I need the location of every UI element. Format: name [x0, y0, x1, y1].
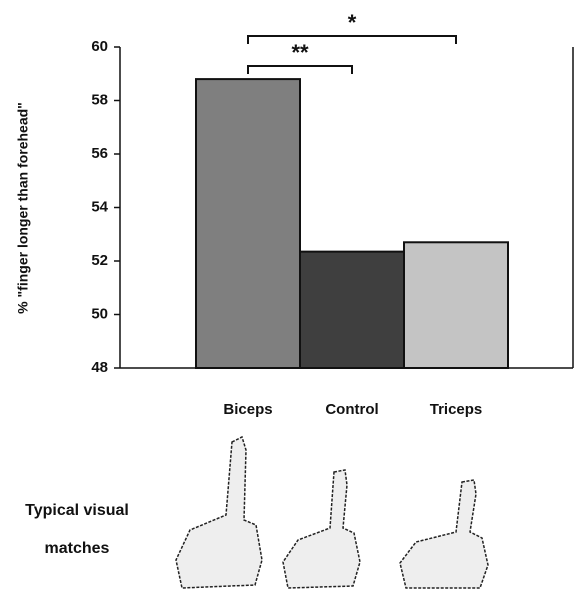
significance-label: ** — [291, 40, 309, 65]
hand — [400, 480, 488, 588]
row-label: Typical visual matches — [2, 492, 152, 568]
y-axis-label: % "finger longer than forehead" — [15, 102, 31, 314]
y-tick-label: 50 — [91, 305, 108, 322]
x-tick-label: Biceps — [223, 401, 272, 418]
y-tick-label: 48 — [91, 359, 108, 376]
hand — [283, 470, 360, 588]
y-tick-label: 56 — [91, 145, 108, 162]
hand — [176, 437, 262, 588]
significance-label: * — [348, 10, 357, 35]
significance-bracket — [248, 36, 456, 44]
bar — [404, 242, 508, 368]
x-tick-label: Triceps — [430, 401, 483, 418]
x-tick-label: Control — [325, 401, 378, 418]
bar — [196, 79, 300, 368]
hand-illustrations — [176, 437, 488, 588]
significance-bracket — [248, 66, 352, 74]
y-tick-label: 52 — [91, 252, 108, 269]
bar — [300, 252, 404, 368]
y-tick-label: 60 — [91, 38, 108, 55]
y-tick-label: 58 — [91, 91, 108, 108]
page: % "finger longer than forehead" 48 50 52 54… — [0, 0, 584, 592]
y-tick-label: 54 — [91, 198, 108, 215]
